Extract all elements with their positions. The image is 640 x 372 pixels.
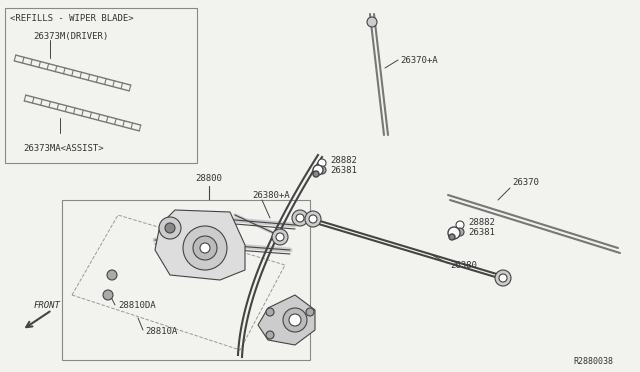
Text: 26380+A: 26380+A	[252, 190, 290, 199]
Text: 28810A: 28810A	[145, 327, 177, 337]
Circle shape	[165, 223, 175, 233]
Circle shape	[292, 210, 308, 226]
Circle shape	[159, 217, 181, 239]
Text: R2880038: R2880038	[573, 357, 613, 366]
Circle shape	[266, 331, 274, 339]
Circle shape	[276, 233, 284, 241]
Text: 26373MA<ASSIST>: 26373MA<ASSIST>	[23, 144, 104, 153]
Text: 26370+A: 26370+A	[400, 55, 438, 64]
Text: 28882: 28882	[330, 155, 357, 164]
Text: <REFILLS - WIPER BLADE>: <REFILLS - WIPER BLADE>	[10, 13, 134, 22]
Text: 28810DA: 28810DA	[118, 301, 156, 310]
Circle shape	[318, 166, 326, 174]
Bar	[5, 8, 197, 163]
Bar	[62, 200, 310, 360]
Text: 26373M(DRIVER): 26373M(DRIVER)	[33, 32, 108, 41]
Circle shape	[313, 171, 319, 177]
Circle shape	[309, 215, 317, 223]
Circle shape	[448, 227, 460, 239]
Circle shape	[318, 159, 326, 167]
Circle shape	[183, 226, 227, 270]
Circle shape	[193, 236, 217, 260]
Circle shape	[296, 214, 304, 222]
Circle shape	[495, 270, 511, 286]
Text: 28882: 28882	[468, 218, 495, 227]
Circle shape	[200, 243, 210, 253]
Circle shape	[313, 165, 323, 175]
Text: 26381: 26381	[468, 228, 495, 237]
Text: 26380: 26380	[450, 260, 477, 269]
Circle shape	[499, 274, 507, 282]
Polygon shape	[258, 295, 315, 345]
Text: FRONT: FRONT	[34, 301, 61, 310]
Circle shape	[283, 308, 307, 332]
Circle shape	[289, 314, 301, 326]
Circle shape	[107, 270, 117, 280]
Polygon shape	[155, 210, 245, 280]
Text: 26370: 26370	[512, 177, 539, 186]
Circle shape	[266, 308, 274, 316]
Circle shape	[306, 308, 314, 316]
Circle shape	[456, 228, 464, 236]
Circle shape	[449, 234, 455, 240]
Circle shape	[456, 221, 464, 229]
Circle shape	[367, 17, 377, 27]
Text: 28800: 28800	[195, 173, 222, 183]
Text: 26381: 26381	[330, 166, 357, 174]
Circle shape	[305, 211, 321, 227]
Circle shape	[103, 290, 113, 300]
Circle shape	[272, 229, 288, 245]
